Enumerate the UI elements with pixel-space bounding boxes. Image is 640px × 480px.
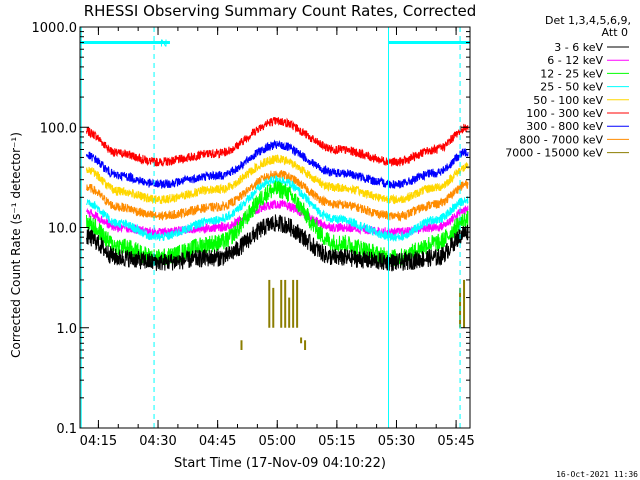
x-tick-label: 04:30 — [139, 434, 176, 449]
y-tick-label: 100.0 — [40, 121, 77, 136]
x-tick-label: 05:00 — [259, 434, 296, 449]
legend-entry-label: 100 - 300 keV — [526, 107, 603, 120]
legend-entry-label: 300 - 800 keV — [526, 120, 603, 133]
flag-letter: N — [160, 39, 167, 50]
series-line — [86, 214, 469, 272]
series-line — [86, 169, 469, 222]
series-layer — [86, 117, 469, 350]
legend-entry-label: 50 - 100 keV — [533, 94, 603, 107]
y-tick-label: 10.0 — [48, 222, 77, 237]
chart-title: RHESSI Observing Summary Count Rates, Co… — [84, 2, 477, 20]
y-axis-label: Corrected Count Rate (s⁻¹ detector⁻¹) — [9, 132, 23, 358]
marker-layer: N — [80, 27, 470, 428]
legend-entry-label: 3 - 6 keV — [554, 41, 603, 54]
legend-entry-label: 25 - 50 keV — [540, 81, 603, 94]
legend-entry-label: 800 - 7000 keV — [519, 133, 603, 146]
legend-header: Det 1,3,4,5,6,9, — [545, 14, 631, 27]
x-tick-label: 05:15 — [318, 434, 355, 449]
x-tick-label: 04:45 — [199, 434, 236, 449]
footer-timestamp: 16-Oct-2021 11:36 — [556, 470, 638, 479]
legend-header: Att 0 — [602, 26, 628, 39]
y-tick-label: 0.1 — [56, 422, 77, 437]
legend-entry-label: 6 - 12 keV — [547, 54, 603, 67]
x-tick-label: 05:45 — [437, 434, 474, 449]
axis-layer: 0.1 1.0 10.0 100.0 1000.0 04:15 04:30 04:45 05:0… — [32, 21, 475, 449]
legend-entry-label: 7000 - 15000 keV — [505, 147, 603, 160]
x-tick-label: 04:15 — [80, 434, 117, 449]
y-tick-label: 1.0 — [56, 322, 77, 337]
x-axis-label: Start Time (17-Nov-09 04:10:22) — [174, 456, 386, 471]
series-line — [86, 139, 469, 189]
series-line — [86, 154, 469, 206]
x-tick-label: 05:30 — [378, 434, 415, 449]
legend-entry-label: 12 - 25 keV — [540, 67, 603, 80]
y-tick-label: 1000.0 — [32, 21, 78, 36]
series-line — [86, 117, 469, 167]
